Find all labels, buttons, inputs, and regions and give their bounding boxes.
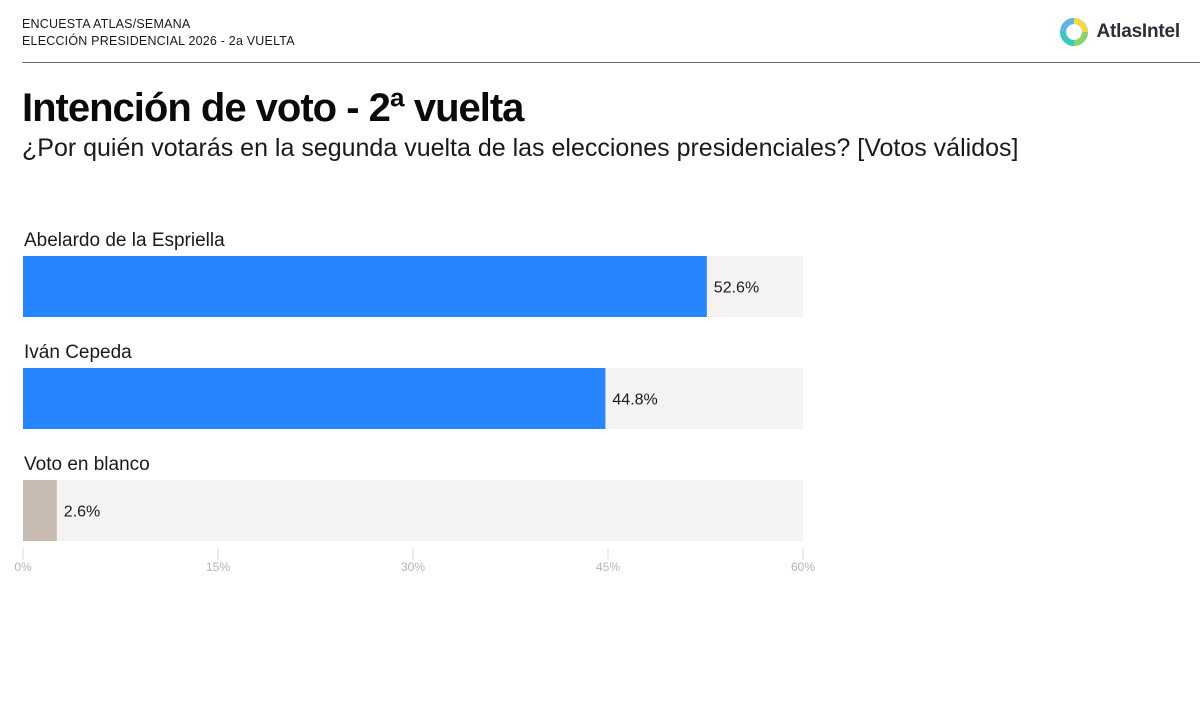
- logo-text: AtlasIntel: [1096, 21, 1180, 42]
- bar: [23, 368, 606, 429]
- atlasintel-logo: AtlasIntel: [1058, 16, 1180, 48]
- chart-title: Intención de voto - 2ª vuelta: [22, 86, 524, 130]
- category-label: Abelardo de la Espriella: [24, 230, 225, 251]
- value-label: 52.6%: [714, 280, 759, 297]
- category-label: Voto en blanco: [24, 454, 150, 475]
- x-tick-label: 30%: [401, 560, 425, 574]
- value-label: 2.6%: [64, 504, 100, 521]
- election-name: ELECCIÓN PRESIDENCIAL 2026 - 2a VUELTA: [22, 34, 295, 48]
- atlasintel-logo-icon: [1060, 18, 1089, 46]
- category-label: Iván Cepeda: [24, 342, 132, 363]
- x-tick-label: 60%: [791, 560, 815, 574]
- x-tick-label: 0%: [14, 560, 32, 574]
- bar: [23, 480, 57, 541]
- bar: [23, 256, 707, 317]
- survey-header: ENCUESTA ATLAS/SEMANA ELECCIÓN PRESIDENC…: [22, 16, 295, 50]
- survey-name: ENCUESTA ATLAS/SEMANA: [22, 17, 191, 31]
- x-tick-label: 45%: [596, 560, 620, 574]
- bar-track: [23, 480, 803, 541]
- header-divider: [22, 62, 1200, 63]
- x-tick-label: 15%: [206, 560, 230, 574]
- value-label: 44.8%: [612, 392, 657, 409]
- chart-subtitle: ¿Por quién votarás en la segunda vuelta …: [22, 134, 1019, 162]
